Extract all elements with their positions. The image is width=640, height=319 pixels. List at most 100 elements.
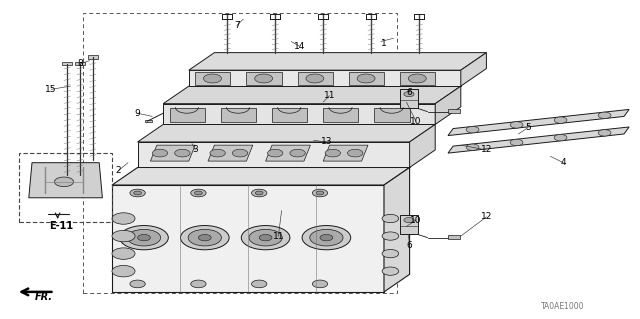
Circle shape — [54, 177, 74, 187]
Text: 2: 2 — [116, 166, 121, 175]
Circle shape — [134, 191, 141, 195]
Text: 12: 12 — [481, 145, 492, 154]
Text: TA0AE1000: TA0AE1000 — [541, 302, 585, 311]
Circle shape — [302, 226, 351, 250]
Circle shape — [249, 229, 282, 246]
Bar — [19, 153, 112, 222]
Polygon shape — [189, 70, 461, 86]
Circle shape — [598, 130, 611, 136]
Polygon shape — [163, 86, 461, 104]
Polygon shape — [374, 108, 410, 122]
Bar — [400, 89, 418, 108]
Polygon shape — [435, 86, 461, 124]
Circle shape — [191, 189, 206, 197]
Circle shape — [310, 229, 343, 246]
Polygon shape — [138, 142, 410, 167]
Bar — [75, 62, 85, 65]
Polygon shape — [410, 124, 435, 167]
Text: 10: 10 — [410, 117, 422, 126]
Circle shape — [195, 191, 202, 195]
Circle shape — [348, 149, 363, 157]
Text: 4: 4 — [561, 158, 566, 167]
Text: 5: 5 — [525, 123, 531, 132]
Text: 7: 7 — [234, 21, 239, 30]
Circle shape — [598, 112, 611, 118]
Text: 11: 11 — [273, 232, 284, 241]
Circle shape — [382, 232, 399, 240]
Polygon shape — [195, 72, 230, 85]
Circle shape — [152, 149, 168, 157]
Text: 10: 10 — [410, 216, 422, 225]
Text: 13: 13 — [321, 137, 332, 146]
Polygon shape — [112, 185, 384, 292]
Polygon shape — [29, 163, 102, 198]
Polygon shape — [221, 108, 256, 122]
Bar — [62, 62, 72, 65]
Text: 3: 3 — [193, 145, 198, 154]
Circle shape — [120, 226, 168, 250]
Polygon shape — [246, 72, 282, 85]
Circle shape — [466, 144, 479, 151]
Circle shape — [252, 189, 267, 197]
Polygon shape — [189, 53, 486, 70]
Polygon shape — [266, 145, 310, 161]
Circle shape — [466, 126, 479, 133]
Circle shape — [175, 149, 190, 157]
Polygon shape — [448, 109, 629, 136]
Polygon shape — [298, 72, 333, 85]
Circle shape — [198, 234, 211, 241]
Bar — [448, 109, 460, 113]
Text: 1: 1 — [381, 39, 387, 48]
Text: 6: 6 — [407, 241, 412, 250]
Text: 14: 14 — [294, 42, 305, 51]
Text: 12: 12 — [481, 212, 492, 221]
Circle shape — [138, 234, 150, 241]
Circle shape — [554, 117, 567, 123]
Circle shape — [325, 149, 340, 157]
Circle shape — [382, 214, 399, 223]
Circle shape — [259, 234, 272, 241]
Circle shape — [241, 226, 290, 250]
Polygon shape — [150, 145, 195, 161]
Circle shape — [404, 218, 414, 223]
Circle shape — [357, 74, 375, 83]
Polygon shape — [138, 124, 435, 142]
Circle shape — [127, 229, 161, 246]
Circle shape — [510, 139, 523, 145]
Polygon shape — [170, 108, 205, 122]
Circle shape — [232, 149, 248, 157]
Polygon shape — [112, 167, 410, 185]
Circle shape — [320, 234, 333, 241]
Circle shape — [112, 265, 135, 277]
Text: 6: 6 — [407, 88, 412, 97]
Circle shape — [210, 149, 225, 157]
Circle shape — [290, 149, 305, 157]
Bar — [145, 120, 152, 122]
Circle shape — [306, 74, 324, 83]
Polygon shape — [349, 72, 384, 85]
Text: 8: 8 — [77, 59, 83, 68]
Polygon shape — [384, 167, 410, 292]
Circle shape — [188, 229, 221, 246]
Polygon shape — [323, 108, 358, 122]
Bar — [83, 13, 397, 293]
Bar — [88, 55, 98, 59]
Bar — [400, 215, 418, 234]
Circle shape — [554, 135, 567, 141]
Polygon shape — [461, 53, 486, 86]
Polygon shape — [208, 145, 253, 161]
Text: 9: 9 — [135, 109, 140, 118]
Circle shape — [382, 267, 399, 275]
Circle shape — [510, 122, 523, 128]
Circle shape — [312, 280, 328, 288]
Text: 11: 11 — [324, 91, 335, 100]
Circle shape — [130, 189, 145, 197]
Circle shape — [204, 74, 221, 83]
Polygon shape — [323, 145, 368, 161]
Text: E-11: E-11 — [49, 221, 73, 232]
Circle shape — [316, 191, 324, 195]
Circle shape — [404, 92, 414, 97]
Circle shape — [112, 248, 135, 259]
Circle shape — [312, 189, 328, 197]
Circle shape — [112, 213, 135, 224]
